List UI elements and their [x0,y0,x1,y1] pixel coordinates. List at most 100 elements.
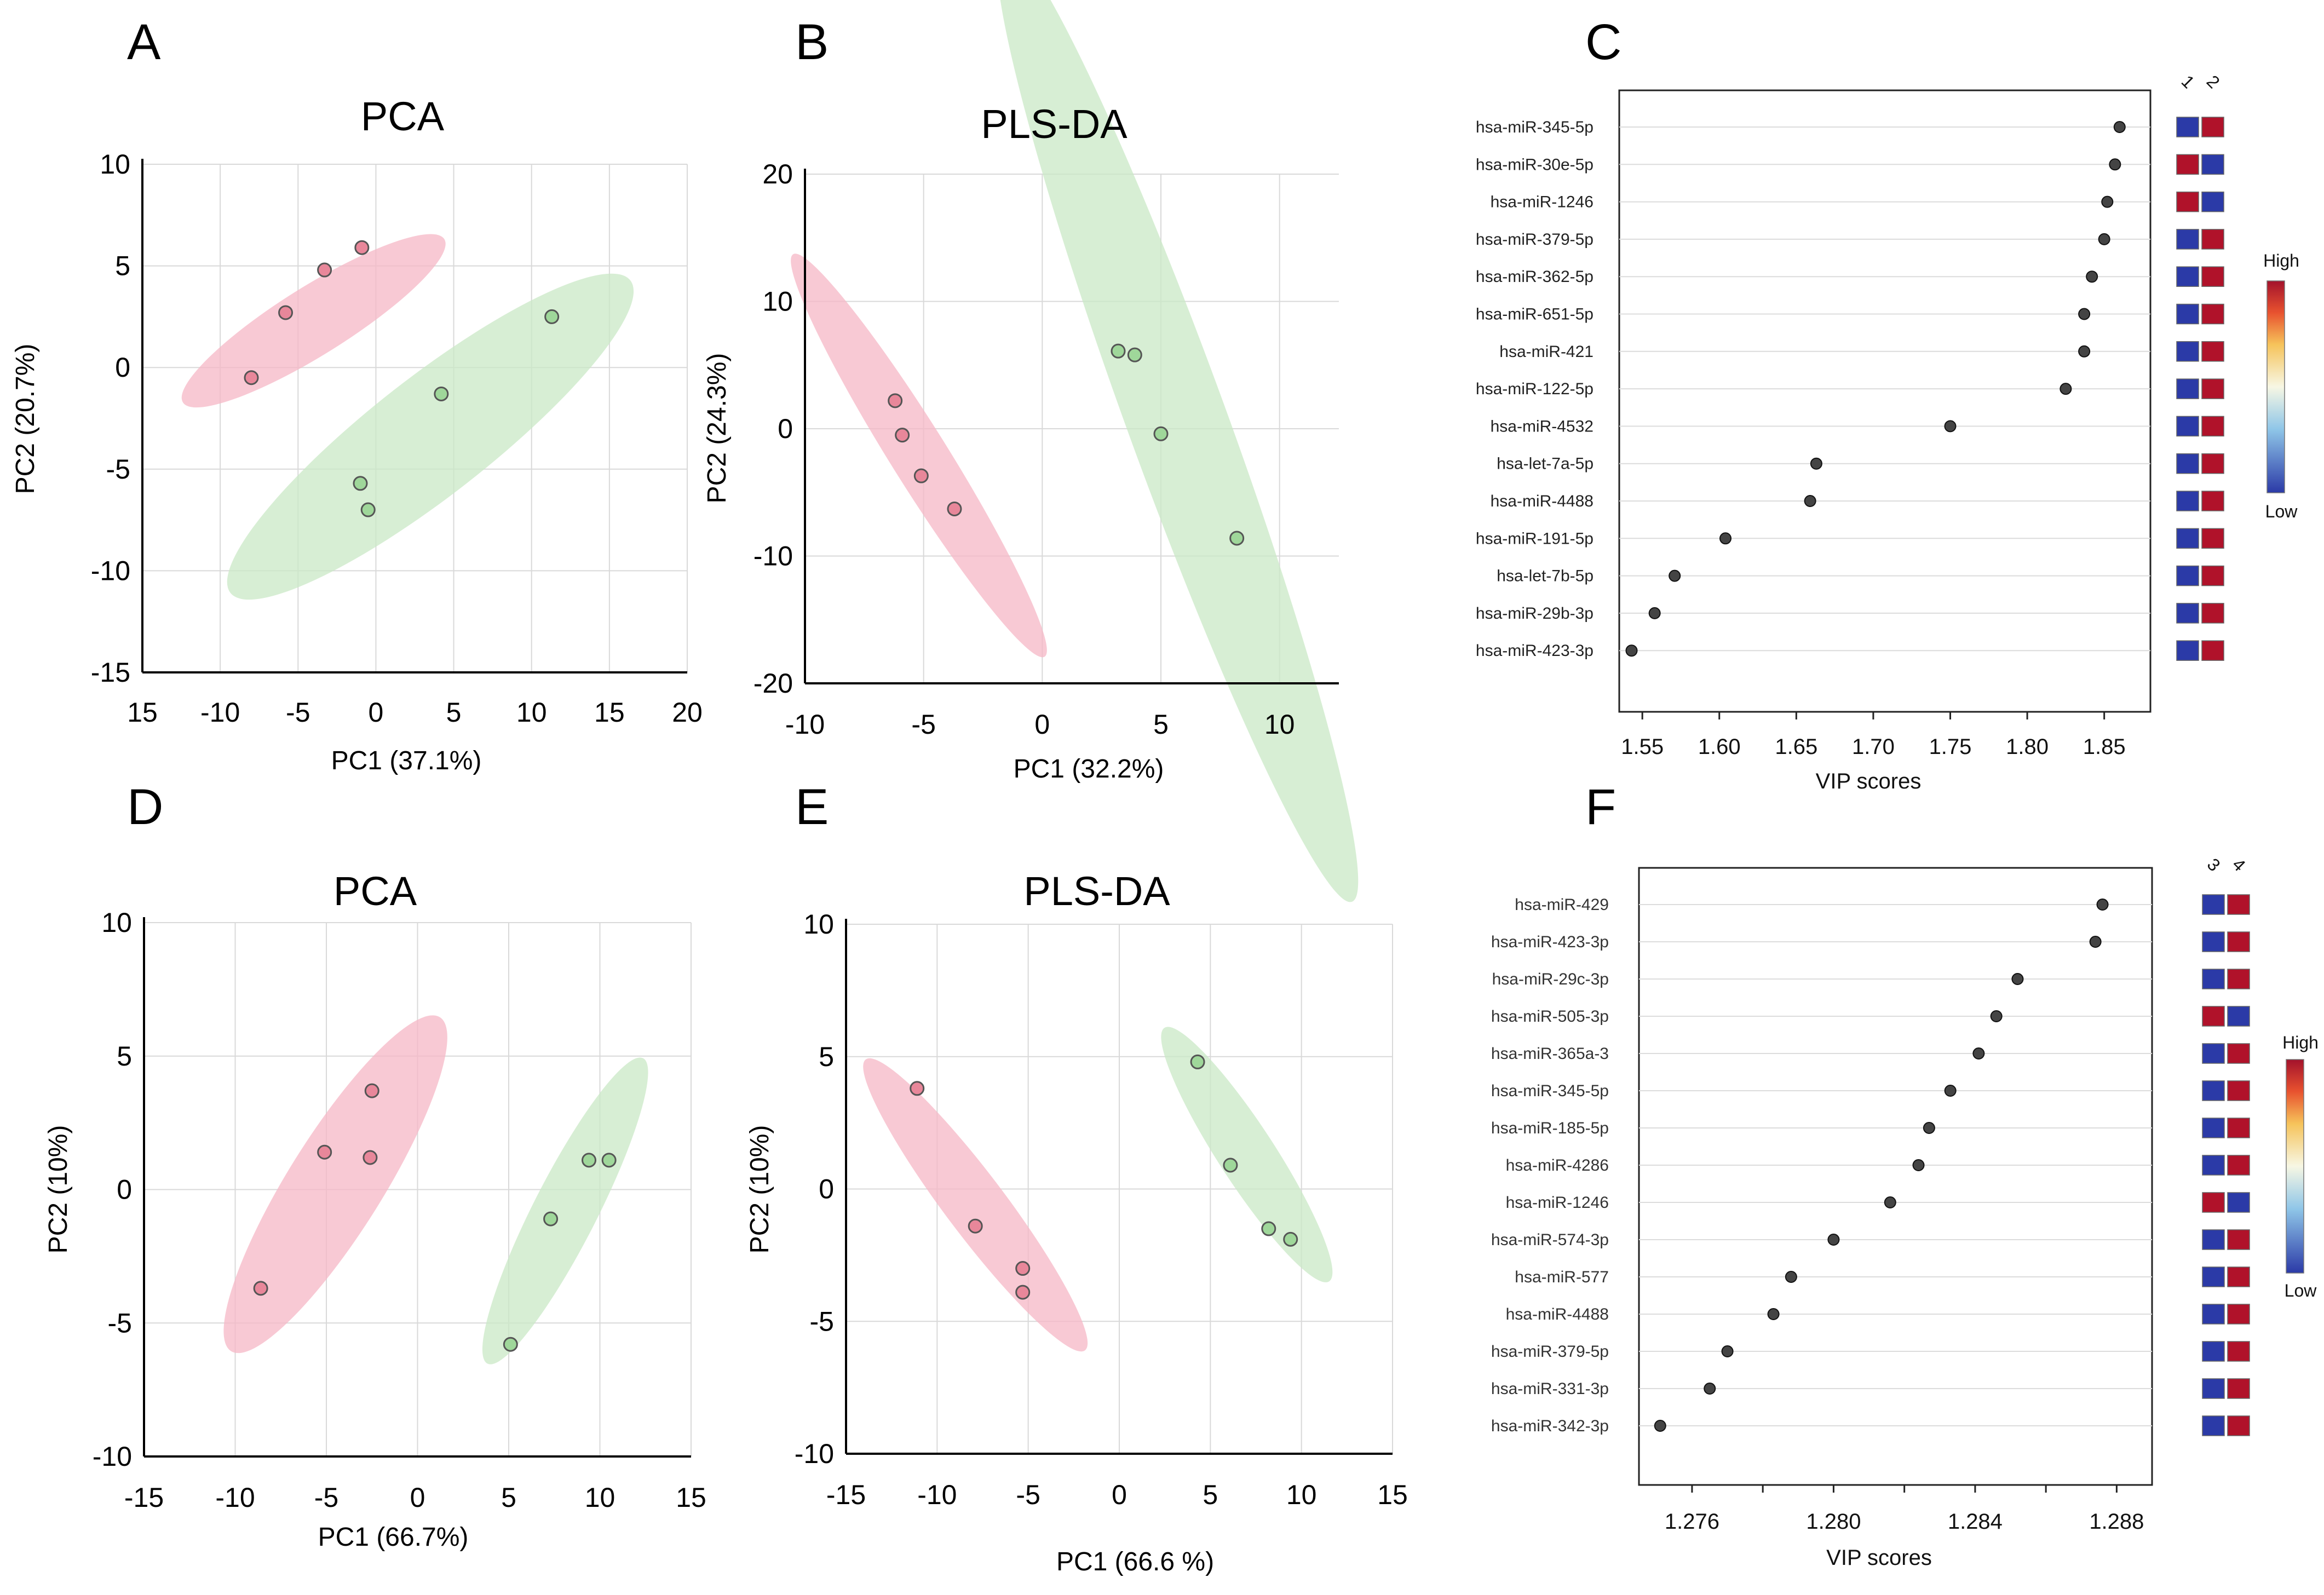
heatmap-cell-low [2176,453,2199,474]
vip-score-point [2101,195,2114,208]
group1-sample-point [888,393,903,408]
heatmap-cell-low [2202,1118,2225,1138]
heatmap-cell-low [2202,1304,2225,1325]
x-tick-label: 15 [594,697,625,728]
vip-score-point [2096,899,2109,911]
feature-label: hsa-miR-30e-5p [1476,156,1594,174]
x-tick-label: -5 [911,709,935,740]
vip-score-point [2086,270,2098,283]
x-tick-label: 15 [1377,1479,1408,1510]
feature-label: hsa-miR-365a-3 [1491,1045,1609,1063]
group2-sample-point [1229,531,1245,546]
feature-label: hsa-miR-421 [1499,343,1594,361]
heatmap-cell-high [2201,491,2224,511]
heatmap-cell-high [2202,1192,2225,1213]
vip-score-point [2011,973,2024,985]
feature-label: hsa-miR-423-3p [1491,933,1609,951]
vip-score-point [2089,936,2102,948]
heatmap-cell-high [2227,1415,2250,1436]
group2-sample-point [353,476,368,491]
feature-label: hsa-miR-185-5p [1491,1119,1609,1137]
feature-label: hsa-miR-423-3p [1476,642,1594,660]
feature-label: hsa-miR-1246 [1491,193,1594,211]
panel-label-f: F [1585,779,1616,835]
heatmap-cell-high [2201,453,2224,474]
x-tick-label: 1.284 [1948,1510,2003,1534]
y-axis-label: PC2 (24.3%) [703,353,732,504]
group1-confidence-ellipse [181,234,446,408]
x-tick-label: 1.280 [1806,1510,1861,1534]
group2-sample-point [360,502,376,517]
colorbar-low-label: Low [2265,502,2298,521]
feature-label: hsa-miR-29c-3p [1492,970,1609,988]
panel-label-b: B [795,14,829,70]
feature-label: hsa-miR-331-3p [1491,1380,1609,1398]
heatmap-cell-low [2202,1043,2225,1064]
x-tick-label: -15 [124,1482,164,1513]
heatmap-cell-low [2201,191,2224,212]
group1-sample-point [1015,1285,1031,1300]
vip-score-point [1648,607,1661,619]
heatmap-column-label: 2 [2203,71,2224,92]
heatmap-cell-low [2176,378,2199,399]
group1-sample-point [947,501,962,516]
x-tick-label: -10 [917,1479,957,1510]
colorbar-legend [2267,280,2285,493]
group2-sample-point [1153,426,1169,441]
colorbar-low-label: Low [2285,1281,2317,1300]
x-axis-label: PC1 (37.1%) [331,746,482,775]
feature-label: hsa-miR-4488 [1491,492,1594,510]
group2-sample-point [601,1153,617,1168]
heatmap-cell-low [2201,154,2224,175]
x-tick-label: -5 [314,1482,338,1513]
heatmap-cell-low [2176,341,2199,362]
x-tick-label: 0 [1112,1479,1127,1510]
heatmap-cell-low [2202,1266,2225,1287]
vip-score-point [2113,121,2126,133]
feature-label: hsa-miR-345-5p [1476,118,1594,136]
group2-sample-point [582,1153,597,1168]
group1-sample-point [895,428,910,443]
heatmap-cell-low [2202,1415,2225,1436]
x-axis-label: VIP scores [1816,769,1922,793]
heatmap-cell-low [2202,1080,2225,1101]
feature-label: hsa-let-7a-5p [1497,455,1594,473]
heatmap-cell-high [2227,1080,2250,1101]
heatmap-cell-high [2227,1378,2250,1399]
vip-score-point [1669,569,1681,582]
vip-score-point [1912,1159,1925,1171]
x-tick-label: 10 [1286,1479,1317,1510]
heatmap-cell-low [2202,1155,2225,1176]
group2-sample-point [1111,343,1126,359]
heatmap-cell-low [2202,894,2225,915]
y-tick-label: 20 [762,159,793,189]
y-tick-label: 5 [819,1041,834,1072]
y-tick-label: 10 [100,149,130,180]
vip-score-point [1810,457,1822,470]
group1-sample-point [278,305,294,320]
colorbar-high-label: High [2263,251,2299,270]
heatmap-cell-low [2176,416,2199,437]
x-tick-label: 10 [585,1482,615,1513]
x-tick-label: -10 [200,697,240,728]
feature-label: hsa-miR-122-5p [1476,380,1594,398]
feature-label: hsa-miR-1246 [1506,1194,1609,1212]
y-axis-label: PC2 (10%) [745,1125,774,1254]
x-tick-label: -5 [1016,1479,1040,1510]
x-tick-label: -15 [826,1479,866,1510]
y-tick-label: -5 [106,454,130,485]
vip-score-point [2078,345,2091,358]
heatmap-cell-high [2227,1304,2250,1325]
y-tick-label: 5 [115,251,130,281]
heatmap-cell-high [2201,341,2224,362]
group2-sample-point [503,1337,518,1352]
heatmap-column-label: 4 [2229,854,2250,875]
y-tick-label: 0 [115,352,130,383]
panel-label-a: A [127,14,161,70]
feature-label: hsa-miR-574-3p [1491,1231,1609,1249]
group2-sample-point [544,309,560,324]
feature-label: hsa-miR-577 [1515,1268,1609,1286]
x-tick-label: 1.85 [2083,735,2126,759]
panel-f-vip-chart: hsa-miR-429 hsa-miR-423-3p hsa-miR-29c-3p h… [1491,854,2319,1570]
x-tick-label: -10 [215,1482,255,1513]
